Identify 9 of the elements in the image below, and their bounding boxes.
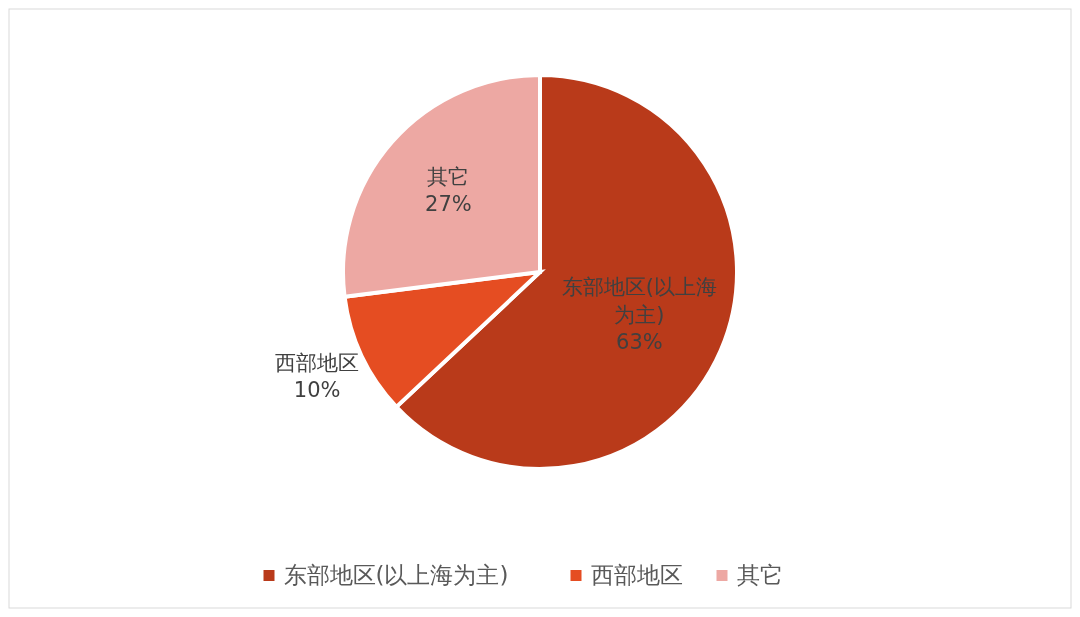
data-label: 27%: [425, 192, 472, 217]
legend-label: 东部地区(以上海为主): [283, 561, 509, 588]
legend-label: 西部地区: [590, 561, 683, 588]
legend-label: 其它: [736, 561, 783, 588]
data-label: 10%: [293, 377, 341, 402]
slice-label: 其它: [427, 165, 470, 190]
data-label: 63%: [616, 330, 663, 355]
slice-label: 东部地区(以上海为主): [561, 275, 718, 328]
slice-label: 西部地区: [275, 350, 360, 375]
